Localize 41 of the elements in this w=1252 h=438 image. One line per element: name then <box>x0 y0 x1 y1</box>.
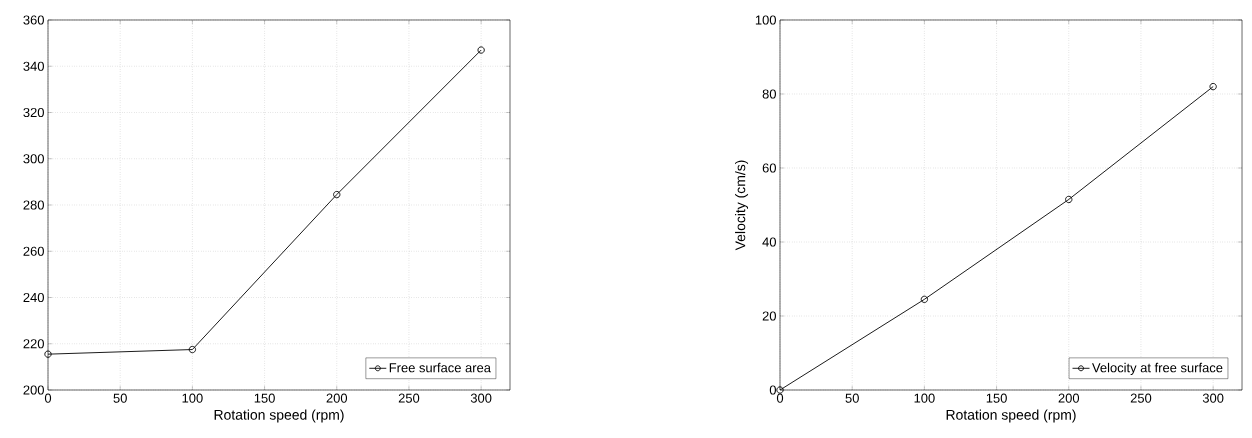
point <box>1209 82 1217 91</box>
x-tick-label: 200 <box>326 393 348 403</box>
y-tick-label: 340 <box>23 61 44 71</box>
x-tick-label: 250 <box>398 393 420 403</box>
y-tick-label: 40 <box>762 237 776 247</box>
x-axis-title: Rotation speed (rpm) <box>946 409 1076 423</box>
point <box>188 345 197 354</box>
y-tick-label: 280 <box>23 200 44 210</box>
y-tick-label: 360 <box>23 15 44 25</box>
x-tick-label: 150 <box>986 393 1007 403</box>
x-tick-label: 150 <box>254 393 275 403</box>
y-tick-label: 200 <box>23 385 44 395</box>
legend-label: Free surface area <box>389 362 491 373</box>
x-tick-label: 0 <box>776 393 784 403</box>
point <box>477 46 485 54</box>
y-tick-label: 100 <box>755 15 776 25</box>
point <box>920 295 929 303</box>
y-axis-title: Velocity (cm/s) <box>735 160 749 251</box>
point <box>1065 195 1073 204</box>
x-tick-label: 50 <box>845 393 859 403</box>
y-tick-label: 260 <box>23 246 44 256</box>
x-tick-label: 300 <box>1202 393 1224 403</box>
y-tick-label: 0 <box>769 385 776 395</box>
y-tick-label: 80 <box>762 89 776 99</box>
x-tick-label: 50 <box>113 393 127 403</box>
y-tick-label: 300 <box>23 154 44 164</box>
y-tick-label: 220 <box>23 339 44 349</box>
x-tick-label: 0 <box>44 393 52 403</box>
y-tick-label: 320 <box>23 107 44 118</box>
x-tick-label: 250 <box>1130 393 1152 403</box>
point <box>44 350 52 358</box>
y-tick-label: 20 <box>762 311 776 321</box>
legend-label: Velocity at free surface <box>1092 362 1223 375</box>
x-tick-label: 300 <box>470 393 492 403</box>
x-axis-title: Rotation speed (rpm) <box>214 409 344 423</box>
x-tick-label: 100 <box>182 393 203 403</box>
point <box>333 190 341 199</box>
y-tick-label: 60 <box>762 163 776 173</box>
y-tick-label: 240 <box>23 292 44 303</box>
x-tick-label: 100 <box>914 393 935 403</box>
x-tick-label: 200 <box>1058 393 1080 403</box>
